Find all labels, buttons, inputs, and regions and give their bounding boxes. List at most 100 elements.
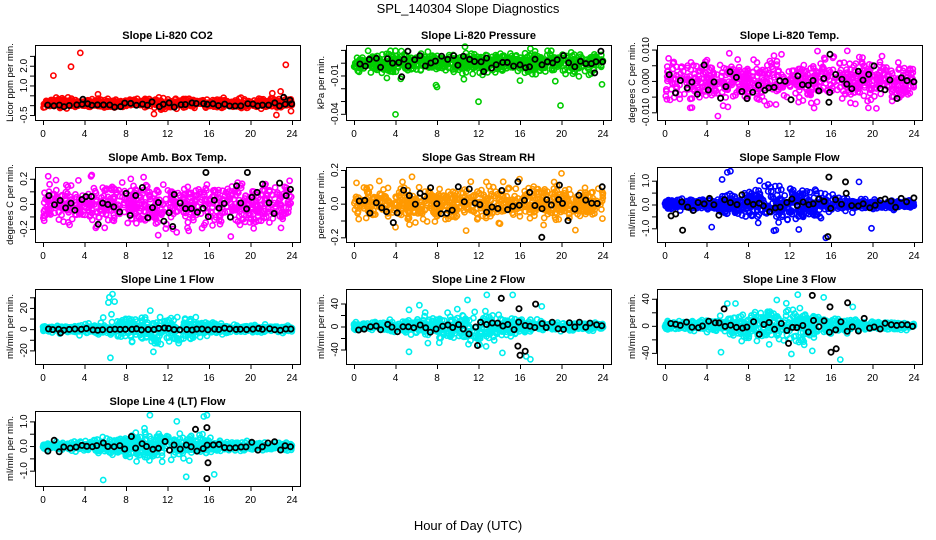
data-point — [516, 208, 523, 216]
data-point — [237, 102, 245, 110]
data-point-outlier — [76, 49, 84, 57]
data-point — [101, 224, 109, 232]
data-point — [849, 209, 856, 216]
data-point — [124, 219, 132, 227]
data-point — [881, 86, 889, 94]
y-axis: -0.20.00.2 — [19, 171, 35, 238]
data-point — [477, 58, 485, 66]
y-axis-label: ml/min per min. — [627, 172, 638, 237]
x-tick-label: 24 — [908, 129, 920, 140]
panel-title: Slope Gas Stream RH — [422, 152, 535, 164]
data-point-outlier — [50, 72, 57, 79]
data-point — [820, 75, 828, 83]
data-point — [599, 215, 606, 222]
x-tick-label: 24 — [597, 251, 609, 262]
data-point — [691, 70, 698, 78]
data-point — [236, 208, 244, 215]
x-tick-label: 16 — [514, 251, 526, 262]
data-point — [416, 52, 424, 60]
data-point — [138, 183, 146, 191]
data-point-outlier — [538, 233, 546, 241]
data-point — [153, 186, 161, 194]
data-point — [73, 193, 80, 201]
data-point — [719, 77, 726, 85]
data-point — [587, 189, 595, 197]
x-tick-label: 16 — [203, 129, 215, 140]
data-point — [780, 92, 788, 99]
data-point — [583, 56, 590, 64]
data-point — [377, 63, 385, 71]
data-point — [366, 183, 374, 191]
x-tick-label: 16 — [514, 129, 526, 140]
data-point — [807, 64, 815, 72]
data-point — [715, 211, 723, 219]
data-point — [906, 66, 914, 74]
data-point — [159, 181, 167, 188]
data-point — [375, 177, 383, 185]
data-point — [511, 192, 519, 200]
data-point-outlier — [277, 88, 284, 95]
data-point — [276, 212, 284, 220]
data-point — [903, 88, 910, 96]
points — [39, 290, 296, 362]
data-point — [516, 212, 524, 220]
y-axis-label: degrees C per min. — [627, 42, 638, 123]
data-point — [454, 61, 462, 69]
data-point-outlier — [169, 222, 177, 230]
data-point-outlier — [557, 102, 564, 109]
data-point — [787, 96, 795, 104]
data-point — [748, 212, 756, 220]
y-axis: -1.00.01.0 — [641, 173, 657, 237]
series-all — [350, 43, 607, 118]
data-point — [186, 190, 194, 198]
data-point-outlier — [825, 98, 833, 106]
x-tick-label: 0 — [40, 129, 46, 140]
data-point — [700, 61, 708, 69]
data-point — [873, 74, 880, 82]
x-tick-label: 20 — [245, 129, 257, 140]
data-point — [188, 197, 196, 205]
data-point — [540, 221, 547, 229]
data-point — [565, 59, 573, 67]
data-point — [192, 195, 199, 203]
data-point — [264, 205, 272, 213]
y-tick-label: 0.0 — [330, 196, 341, 210]
data-point-outlier — [718, 176, 726, 183]
data-point — [796, 65, 804, 73]
data-point — [729, 92, 737, 100]
data-point — [770, 83, 778, 91]
data-point — [125, 200, 133, 208]
data-point — [679, 67, 687, 75]
data-point — [722, 83, 730, 91]
panel-title: Slope Amb. Box Temp. — [108, 152, 227, 164]
data-point — [243, 205, 251, 213]
data-point — [436, 185, 443, 193]
data-point — [51, 201, 59, 209]
data-point — [567, 190, 574, 198]
data-point — [480, 64, 488, 72]
data-point — [52, 176, 60, 184]
data-point — [259, 180, 267, 188]
data-point — [270, 209, 278, 217]
series-subset — [45, 168, 294, 230]
y-tick-label: -1.0 — [641, 219, 652, 237]
data-point — [196, 188, 204, 196]
data-point — [754, 219, 762, 227]
data-point — [676, 77, 684, 85]
y-axis-label: percent per min. — [316, 170, 327, 239]
data-point — [77, 209, 85, 217]
data-point — [165, 201, 173, 208]
data-point — [864, 97, 871, 105]
data-point — [548, 66, 556, 74]
data-point — [867, 96, 875, 104]
data-point — [365, 55, 373, 63]
data-point — [532, 70, 540, 78]
data-point — [276, 195, 284, 202]
data-point-outlier — [826, 50, 834, 58]
data-point — [668, 79, 676, 87]
data-point — [758, 93, 766, 100]
data-point — [910, 78, 918, 86]
data-point — [232, 216, 239, 224]
data-point-outlier — [286, 96, 294, 104]
